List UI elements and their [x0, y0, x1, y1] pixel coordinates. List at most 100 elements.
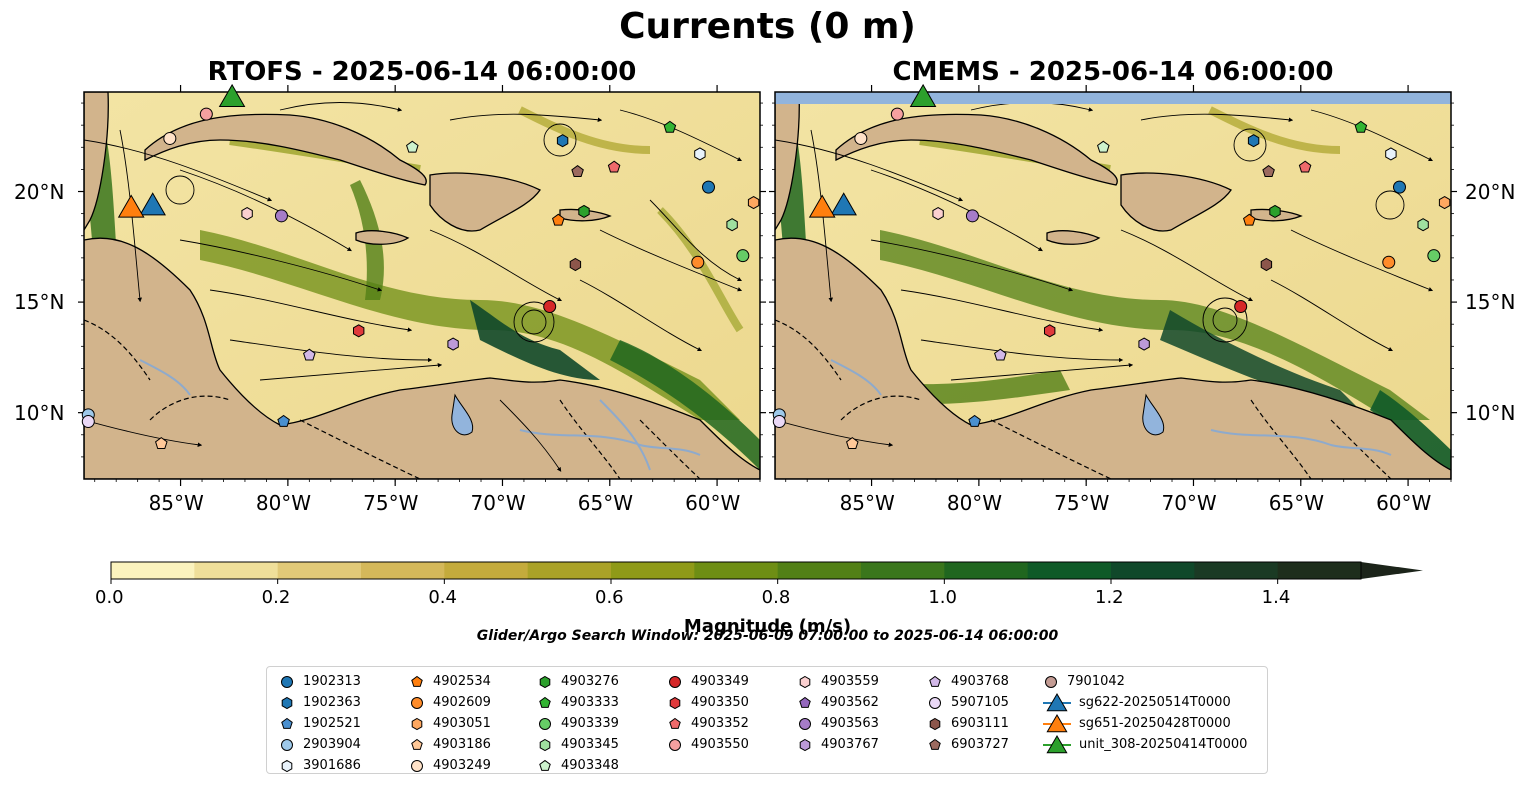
colorbar-tick-label: 0.8: [761, 587, 791, 608]
legend-label: 4903352: [691, 716, 749, 731]
legend-symbol: [539, 738, 551, 751]
float-marker-4903350: [353, 324, 365, 338]
legend-symbol: [929, 738, 941, 750]
legend-marker-hexagon: [929, 717, 941, 730]
legend-item: 4903767: [795, 734, 879, 755]
legend-label: 5907105: [951, 695, 1009, 710]
float-marker-4902534: [552, 213, 565, 226]
float-marker-4903767: [1138, 337, 1150, 351]
lon-tick-label: 75°W: [1054, 491, 1110, 515]
legend-column: 4903768 5907105 6903111 6903727: [925, 671, 1009, 755]
float-marker-4903333: [663, 120, 677, 133]
float-marker-4903345: [1417, 218, 1429, 232]
land-masses: [84, 92, 760, 479]
float-marker-4902534: [1243, 213, 1256, 226]
legend-label: 4903348: [561, 758, 619, 773]
legend-marker-pentagon: [539, 696, 551, 708]
float-marker-4903276: [1269, 204, 1281, 218]
float-marker-3901686: [1385, 147, 1397, 161]
legend-symbol: [281, 759, 293, 772]
legend-label: 4903186: [433, 737, 491, 752]
legend-item: 4903333: [535, 692, 619, 713]
legend-item: 4903562: [795, 692, 879, 713]
legend-column: 4903559 4903562 4903563 4903767: [795, 671, 879, 755]
legend-label: sg651-20250428T0000: [1079, 716, 1231, 731]
colorbar: [110, 561, 1423, 584]
float-marker-1902521: [968, 414, 981, 427]
legend-item: 4903550: [665, 734, 749, 755]
legend-symbol: [411, 717, 423, 730]
float-marker-4903249: [163, 131, 177, 145]
float-marker-4903348: [1097, 140, 1110, 153]
legend-marker-pentagon: [539, 759, 551, 771]
rivers: [139, 359, 701, 471]
float-marker-5907105: [81, 415, 95, 429]
legend-label: 4902534: [433, 674, 491, 689]
float-marker-sg622-20250514T0000: [139, 192, 166, 216]
legend-label: 4903550: [691, 737, 749, 752]
float-marker-4902609: [691, 255, 705, 269]
legend-symbol: [799, 738, 811, 751]
cmems-float-markers: [772, 83, 1451, 449]
legend-label: 4903333: [561, 695, 619, 710]
float-marker-4903349: [543, 300, 557, 314]
float-marker-4903333: [1354, 120, 1368, 133]
axis-ticks: [78, 85, 1457, 486]
legend-marker-hexagon: [411, 717, 423, 730]
colorbar-tick-label: 1.2: [1095, 587, 1124, 608]
rtofs-map: [84, 92, 760, 479]
colorbar-tick-label: 0.0: [95, 587, 124, 608]
legend-marker-pentagon: [929, 675, 941, 687]
legend-item: 4903563: [795, 713, 879, 734]
float-marker-sg651-20250428T0000: [117, 194, 145, 218]
legend-marker-circle: [281, 675, 293, 688]
legend-item: 1902313: [277, 671, 361, 692]
lon-tick-label: 70°W: [470, 491, 526, 515]
legend-column: 4903349 4903350 4903352 4903550: [665, 671, 749, 755]
legend-symbol: [411, 696, 423, 709]
float-marker-unit_308-20250414T0000: [218, 83, 246, 107]
legend-label: 4903051: [433, 716, 491, 731]
legend-item: 4903350: [665, 692, 749, 713]
float-marker-4903563: [274, 209, 288, 223]
legend-symbol: [281, 696, 293, 709]
legend-symbol: [281, 738, 293, 751]
float-marker-4903768: [303, 348, 316, 361]
colorbar-segment: [444, 562, 529, 579]
legend-label: 4903563: [821, 716, 879, 731]
legend-symbol: [799, 675, 811, 688]
legend-symbol: [539, 675, 551, 688]
colorbar-tick-label: 1.0: [928, 587, 957, 608]
lon-tick-label: 60°W: [1376, 491, 1432, 515]
colorbar-segment: [611, 562, 695, 579]
legend-label: 1902521: [303, 716, 361, 731]
float-marker-5907105: [772, 415, 786, 429]
float-marker-4902609: [1382, 255, 1396, 269]
legend-item: 6903111: [925, 713, 1009, 734]
lat-tick-label: 10°N: [14, 400, 65, 425]
legend-marker-hexagon: [799, 675, 811, 688]
legend-marker-circle: [411, 696, 423, 709]
legend-symbol: [929, 675, 941, 687]
legend-marker-hexagon: [799, 738, 811, 751]
legend-label: 4903768: [951, 674, 1009, 689]
colorbar-segment: [111, 562, 195, 579]
float-marker-4903348: [406, 140, 419, 153]
float-marker-4903051: [1438, 196, 1451, 210]
colorbar-tick-label: 0.6: [595, 587, 624, 608]
legend-symbol: [539, 759, 551, 771]
float-marker-4903186: [846, 436, 859, 449]
legend-symbol: [669, 675, 681, 688]
lon-tick-label: 70°W: [1161, 491, 1217, 515]
float-marker-unit_308-20250414T0000: [909, 83, 937, 107]
float-marker-4903051: [747, 196, 760, 210]
legend-item: 1902363: [277, 692, 361, 713]
colorbar-segment: [194, 562, 279, 579]
float-marker-1902363: [1247, 134, 1260, 148]
figure-title: Currents (0 m): [619, 6, 916, 47]
legend-marker-circle: [669, 675, 681, 688]
colorbar-segment: [944, 562, 1029, 579]
legend-label: 4903345: [561, 737, 619, 752]
legend-label: 2903904: [303, 737, 361, 752]
legend-label: 7901042: [1067, 674, 1125, 689]
